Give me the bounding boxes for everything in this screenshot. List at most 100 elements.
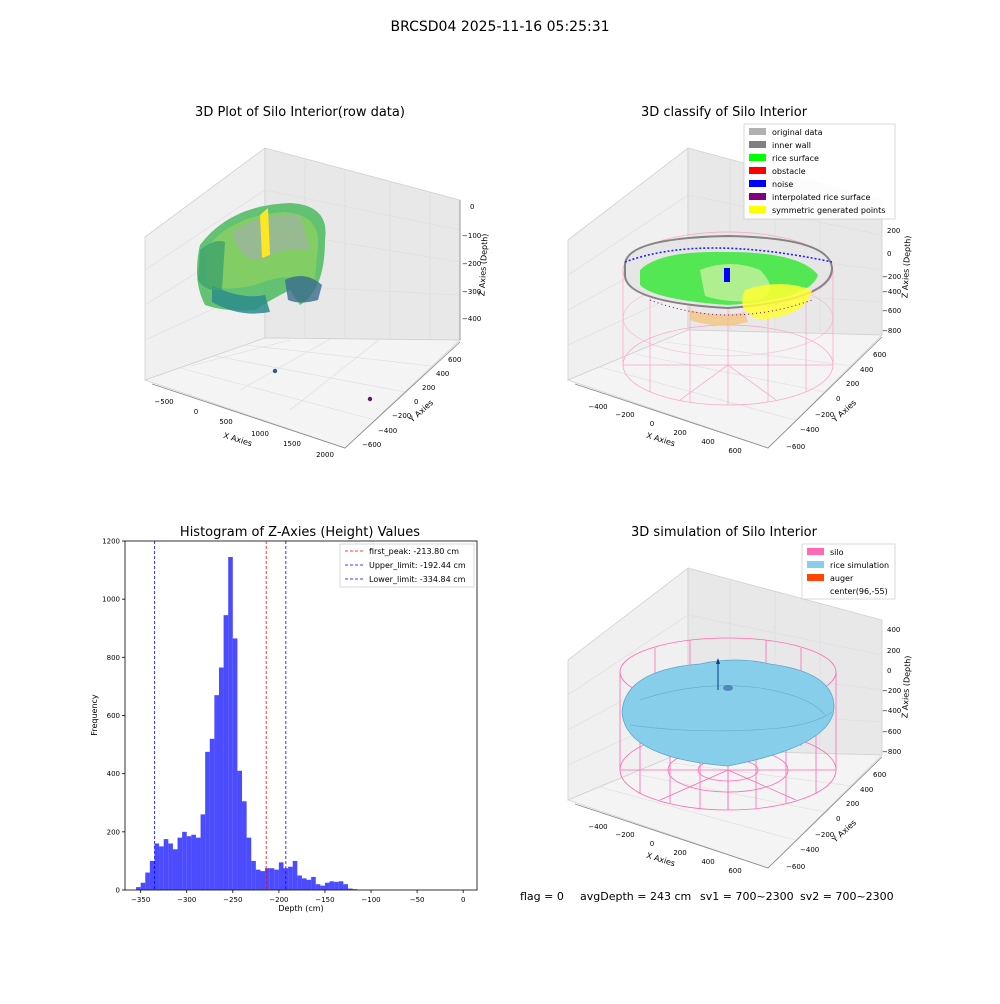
histogram-x-tick-label: 0 — [461, 896, 465, 904]
histogram-bar — [223, 615, 229, 890]
legend-label: first_peak: -213.80 cm — [369, 547, 459, 556]
simulation-ztick: −800 — [882, 748, 901, 756]
histogram-bar — [154, 843, 160, 890]
histogram-bar — [297, 875, 302, 890]
simulation-xtick: 400 — [701, 858, 714, 866]
histogram-bar — [320, 885, 325, 890]
raw-panel-title: 3D Plot of Silo Interior(row data) — [195, 105, 405, 120]
legend-label: inner wall — [772, 141, 811, 150]
legend-swatch-rice-simulation — [807, 561, 824, 568]
legend-label: silo — [830, 548, 844, 557]
raw-ztick: −300 — [462, 288, 481, 296]
simulation-xtick: 200 — [673, 849, 686, 857]
figure-title: BRCSD04 2025-11-16 05:25:31 — [390, 19, 609, 35]
legend-label: rice simulation — [830, 561, 889, 570]
histogram-bar — [149, 860, 155, 890]
classify-legend: original data inner wall rice surface ob… — [743, 123, 896, 220]
histogram-y-tick-label: 1000 — [102, 596, 120, 604]
simulation-ytick: −200 — [815, 831, 834, 839]
histogram-bar — [338, 881, 344, 890]
legend-label: center(96,-55) — [830, 587, 888, 596]
histogram-x-tick-label: −100 — [361, 896, 380, 904]
simulation-ztick: 200 — [887, 647, 900, 655]
histogram-bar — [265, 868, 270, 890]
histogram-bar — [214, 695, 219, 890]
simulation-ytick: 200 — [846, 800, 859, 808]
status-sv2: sv2 = 700~2300 — [800, 890, 894, 903]
histogram-panel: Histogram of Z-Axies (Height) Values −35… — [90, 525, 478, 913]
histogram-legend: first_peak: -213.80 cm Upper_limit: -192.… — [339, 543, 475, 588]
classify-xtick: 400 — [701, 438, 714, 446]
histogram-x-tick-label: −50 — [410, 896, 425, 904]
status-flag: flag = 0 — [520, 890, 564, 903]
histogram-bar — [274, 869, 279, 890]
histogram-y-tick-label: 200 — [107, 828, 120, 836]
histogram-bar — [209, 738, 215, 890]
classify-ytick: 600 — [873, 351, 886, 359]
classify-ytick: −600 — [786, 443, 805, 451]
classify-xtick: 0 — [650, 420, 654, 428]
histogram-bar — [242, 801, 247, 890]
simulation-xtick: 600 — [728, 867, 741, 875]
histogram-y-ticks: 0 200 400 600 800 1000 1200 — [102, 538, 125, 895]
simulation-ztick: −200 — [882, 687, 901, 695]
status-line: flag = 0 avgDepth = 243 cm sv1 = 700~230… — [520, 890, 894, 903]
simulation-panel-title: 3D simulation of Silo Interior — [631, 525, 818, 540]
simulation-ytick: −600 — [786, 863, 805, 871]
histogram-bar — [172, 849, 178, 890]
histogram-bar — [343, 884, 348, 890]
classify-ztick: −800 — [882, 327, 901, 335]
raw-3d-panel: 3D Plot of Silo Interior(row data) — [143, 105, 490, 459]
histogram-bar — [315, 884, 321, 890]
histogram-bar — [306, 879, 312, 890]
raw-ytick: 200 — [422, 384, 435, 392]
simulation-ztick: 0 — [887, 667, 891, 675]
legend-swatch-auger — [807, 574, 824, 581]
classify-point-cloud — [624, 234, 834, 326]
classify-ytick: −200 — [815, 411, 834, 419]
histogram-bar — [292, 860, 298, 890]
classify-ztick: −600 — [882, 307, 901, 315]
histogram-bar — [255, 869, 261, 890]
histogram-bar — [283, 868, 289, 890]
legend-swatch-silo — [807, 548, 824, 555]
legend-swatch-interpolated — [749, 193, 766, 200]
legend-swatch-original-data — [749, 128, 766, 135]
histogram-bar — [168, 843, 173, 890]
classify-ytick: 200 — [846, 380, 859, 388]
classify-ytick: 400 — [860, 366, 873, 374]
histogram-x-ticks: −350 −300 −250 −200 −150 −100 −50 0 — [131, 890, 465, 904]
legend-swatch-obstacle — [749, 167, 766, 174]
simulation-ytick: 0 — [836, 815, 840, 823]
legend-label: noise — [772, 180, 793, 189]
histogram-y-tick-label: 1200 — [102, 538, 120, 546]
classify-xtick: −200 — [615, 411, 634, 419]
classify-ytick: −400 — [800, 426, 819, 434]
raw-zlabel: Z Axies (Depth) — [477, 233, 489, 296]
histogram-bar — [195, 837, 201, 890]
classify-zlabel: Z Axies (Depth) — [900, 235, 912, 298]
histogram-bar — [177, 837, 183, 890]
legend-label: Lower_limit: -334.84 cm — [369, 575, 466, 584]
legend-label: rice surface — [772, 154, 819, 163]
histogram-bar — [347, 888, 353, 890]
raw-xtick: −500 — [154, 398, 173, 406]
classify-ztick: −400 — [882, 288, 901, 296]
status-sv1: sv1 = 700~2300 — [700, 890, 794, 903]
legend-label: auger — [830, 574, 854, 583]
histogram-bar — [228, 557, 233, 890]
histogram-bar — [237, 770, 243, 890]
histogram-x-tick-label: −150 — [315, 896, 334, 904]
legend-label: Upper_limit: -192.44 cm — [369, 561, 466, 570]
histogram-ylabel: Frequency — [90, 694, 99, 736]
simulation-legend: silo rice simulation auger center(96,-55… — [801, 543, 896, 600]
classify-xtick: 200 — [673, 429, 686, 437]
legend-label: original data — [772, 128, 823, 137]
histogram-bar — [191, 834, 196, 890]
histogram-x-tick-label: −300 — [177, 896, 196, 904]
histogram-bar — [324, 882, 330, 890]
histogram-bar — [329, 881, 335, 890]
simulation-zlabel: Z Axies (Depth) — [900, 655, 912, 718]
histogram-bar — [200, 814, 206, 890]
